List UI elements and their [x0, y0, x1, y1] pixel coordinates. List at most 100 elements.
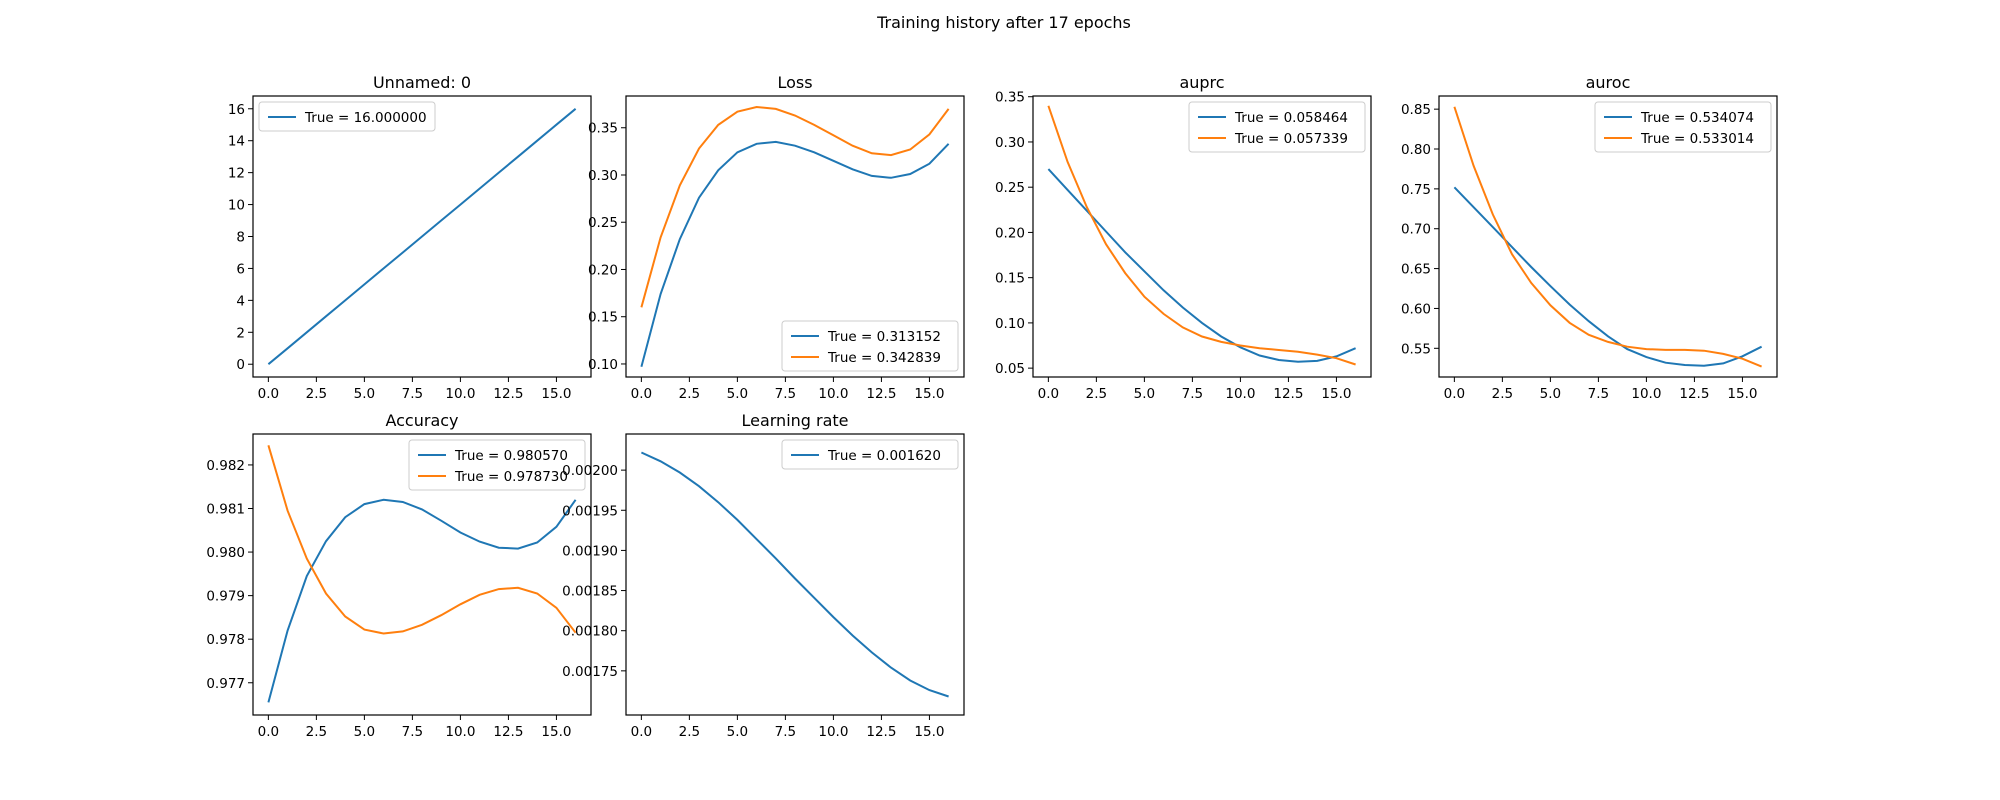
subplot-6: Learning rate 0.0 2.5 5.0 7.5 10.0 12.5 15.0 0.0… — [562, 411, 965, 740]
series-line-2 — [640, 105, 950, 308]
y-tick-label: 0.10 — [995, 316, 1025, 332]
series-line-1 — [640, 140, 950, 368]
subplot-title: auprc — [1179, 73, 1224, 92]
x-tick-label: 5.0 — [727, 386, 748, 402]
series-line-2 — [267, 445, 577, 635]
y-tick-label: 0.30 — [588, 168, 618, 184]
y-tick-label: 0.00180 — [562, 624, 618, 640]
x-tick-label: 7.5 — [1588, 386, 1609, 402]
legend: True = 0.534074 True = 0.533014 — [1594, 101, 1772, 153]
series-line-1 — [1047, 168, 1356, 363]
x-tick-label: 15.0 — [541, 724, 571, 740]
y-tick-label: 0.980 — [206, 545, 245, 561]
x-tick-label: 5.0 — [354, 386, 375, 402]
x-tick-label: 7.5 — [775, 386, 796, 402]
y-tick-label: 0.20 — [995, 225, 1025, 241]
x-tick-label: 10.0 — [818, 724, 848, 740]
subplot-4: auroc 0.0 2.5 5.0 7.5 10.0 12.5 15.0 0.55 0.60 0.6… — [1401, 73, 1778, 402]
legend-box — [781, 439, 959, 470]
x-tick-label: 15.0 — [1727, 386, 1757, 402]
x-tick-label: 7.5 — [1182, 386, 1203, 402]
axes-frame — [1438, 95, 1778, 378]
y-tick-label: 2 — [236, 325, 245, 341]
x-tick-label: 0.0 — [258, 386, 279, 402]
x-tick-label: 12.5 — [493, 724, 523, 740]
x-tick-label: 2.5 — [306, 386, 327, 402]
y-tick-label: 0.00195 — [562, 503, 618, 519]
y-tick-label: 0.35 — [995, 90, 1025, 106]
axes-frame — [252, 433, 592, 716]
y-tick-label: 14 — [228, 134, 245, 150]
legend-label: True = 0.534074 — [1640, 110, 1754, 126]
subplot-5: Accuracy 0.0 2.5 5.0 7.5 10.0 12.5 15.0 0.977 0.9… — [206, 411, 592, 740]
y-tick-label: 0.20 — [588, 262, 618, 278]
legend-label: True = 0.313152 — [827, 329, 941, 345]
y-tick-label: 0.35 — [588, 121, 618, 137]
subplot-title: Learning rate — [741, 411, 848, 430]
x-tick-label: 10.0 — [445, 386, 475, 402]
figure-title: Training history after 17 epochs — [876, 13, 1131, 32]
y-tick-label: 0.979 — [206, 589, 245, 605]
y-tick-label: 0.00185 — [562, 584, 618, 600]
series-line-1 — [267, 498, 577, 703]
subplot-2: Loss 0.0 2.5 5.0 7.5 10.0 12.5 15.0 0.10 0.15 0.20… — [588, 73, 965, 402]
y-tick-label: 0.00175 — [562, 664, 618, 680]
x-tick-label: 12.5 — [866, 386, 896, 402]
y-tick-label: 0.85 — [1401, 102, 1431, 118]
x-tick-label: 12.5 — [1679, 386, 1709, 402]
x-tick-label: 0.0 — [631, 724, 652, 740]
y-tick-label: 0.25 — [995, 180, 1025, 196]
y-tick-label: 0.60 — [1401, 301, 1431, 317]
subplot-title: auroc — [1586, 73, 1631, 92]
y-tick-label: 16 — [228, 102, 245, 118]
legend-box — [408, 439, 586, 491]
axes-frame — [625, 95, 965, 378]
x-tick-label: 0.0 — [1038, 386, 1059, 402]
series-line-2 — [1453, 106, 1762, 368]
x-tick-label: 12.5 — [493, 386, 523, 402]
x-tick-label: 5.0 — [1540, 386, 1561, 402]
x-tick-label: 7.5 — [775, 724, 796, 740]
y-tick-label: 0.30 — [995, 135, 1025, 151]
x-tick-label: 2.5 — [306, 724, 327, 740]
x-tick-label: 0.0 — [1444, 386, 1465, 402]
y-tick-label: 0.55 — [1401, 341, 1431, 357]
y-tick-label: 0.65 — [1401, 262, 1431, 278]
subplot-3: auprc 0.0 2.5 5.0 7.5 10.0 12.5 15.0 0.05 0.10 0.1… — [995, 73, 1372, 402]
subplot-title: Unnamed: 0 — [373, 73, 471, 92]
subplot-title: Loss — [777, 73, 812, 92]
x-tick-label: 2.5 — [1086, 386, 1107, 402]
x-tick-label: 10.0 — [818, 386, 848, 402]
y-tick-label: 8 — [236, 230, 245, 246]
axes-frame — [625, 433, 965, 716]
y-tick-label: 0.982 — [206, 458, 245, 474]
y-tick-label: 0.70 — [1401, 222, 1431, 238]
x-tick-label: 10.0 — [1225, 386, 1255, 402]
legend-label: True = 0.057339 — [1234, 131, 1348, 147]
y-tick-label: 0.15 — [995, 271, 1025, 287]
y-tick-label: 0.00200 — [562, 463, 618, 479]
y-tick-label: 0.80 — [1401, 142, 1431, 158]
x-tick-label: 2.5 — [679, 386, 700, 402]
legend-label: True = 0.980570 — [454, 448, 568, 464]
legend-label: True = 0.342839 — [827, 350, 941, 366]
legend: True = 0.313152 True = 0.342839 — [781, 320, 959, 372]
legend-box — [781, 320, 959, 372]
x-tick-label: 15.0 — [541, 386, 571, 402]
x-tick-label: 5.0 — [354, 724, 375, 740]
y-tick-label: 0 — [236, 357, 245, 373]
legend: True = 0.001620 — [781, 439, 959, 470]
y-tick-label: 4 — [236, 293, 245, 309]
x-tick-label: 10.0 — [445, 724, 475, 740]
x-tick-label: 12.5 — [1273, 386, 1303, 402]
y-tick-label: 12 — [228, 166, 245, 182]
y-tick-label: 0.978 — [206, 632, 245, 648]
y-tick-label: 0.977 — [206, 676, 245, 692]
subplot-title: Accuracy — [385, 411, 458, 430]
y-tick-label: 0.00190 — [562, 543, 618, 559]
x-tick-label: 15.0 — [914, 724, 944, 740]
series-line-2 — [1047, 105, 1356, 366]
x-tick-label: 12.5 — [866, 724, 896, 740]
legend-label: True = 0.978730 — [454, 469, 568, 485]
